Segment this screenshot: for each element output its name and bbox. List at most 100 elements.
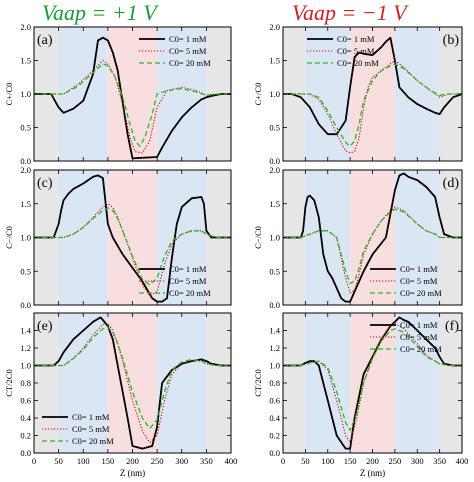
header-left-vaap-plus: Vaap = +1 V	[42, 0, 157, 25]
y-tick-label: 0.0	[269, 156, 280, 166]
legend-label: C0= 20 mM	[72, 436, 114, 446]
panel-tag: (c)	[37, 176, 53, 191]
region-band	[394, 313, 440, 453]
legend-label: C0= 1 mM	[337, 34, 375, 44]
legend: C0= 1 mM C0= 5 mM C0= 20 mM	[139, 264, 211, 298]
series-line	[34, 316, 231, 450]
region-band	[350, 313, 395, 453]
x-tick-label: 200	[366, 456, 379, 466]
legend-label: C0= 20 mM	[400, 344, 442, 354]
y-tick-label: 0.8	[20, 378, 31, 388]
legend: C0= 1 mM C0= 5 mM C0= 20 mM	[139, 34, 211, 68]
x-tick-label: 150	[102, 456, 115, 466]
series-line	[283, 36, 462, 136]
y-tick-label: 1.0	[269, 89, 280, 99]
y-axis-label: C+/C0	[4, 83, 14, 106]
y-tick-label: 0.0	[20, 448, 31, 458]
y-tick-label: 0.6	[269, 396, 280, 406]
y-tick-label: 0.5	[269, 123, 280, 133]
legend: C0= 1 mM C0= 5 mM C0= 20 mM	[42, 412, 114, 446]
legend-label: C0= 20 mM	[169, 58, 211, 68]
y-tick-label: 2.0	[20, 165, 31, 175]
y-tick-label: 2.0	[20, 22, 31, 32]
x-tick-label: 50	[54, 456, 63, 466]
y-axis-label: C+/C0	[253, 83, 263, 106]
panel-e: 0.0 0.2 0.4 0.6 0.8 1.0 1.2 1.4 0 50 100 150 200 250 3…	[4, 312, 238, 478]
y-tick-label: 1.4	[269, 326, 280, 336]
region-band	[58, 170, 108, 305]
series-line	[34, 63, 231, 147]
legend-label: C0= 5 mM	[72, 424, 110, 434]
legend-label: C0= 1 mM	[400, 264, 438, 274]
legend: C0= 1 mM C0= 5 mM C0= 20 mM	[307, 34, 379, 68]
x-tick-label: 350	[200, 456, 213, 466]
x-tick-label: 150	[344, 456, 357, 466]
x-tick-label: 200	[126, 456, 139, 466]
legend-label: C0= 5 mM	[400, 276, 438, 286]
x-tick-label: 0	[32, 456, 36, 466]
legend: C0= 1 mM C0= 5 mM C0= 20 mM	[370, 320, 442, 354]
y-tick-label: 2.0	[269, 22, 280, 32]
region-band	[283, 313, 306, 453]
region-band	[206, 313, 231, 453]
x-axis-label: Z (nm)	[360, 468, 385, 478]
region-band	[107, 170, 158, 305]
legend-label: C0= 20 mM	[337, 58, 379, 68]
x-tick-label: 300	[411, 456, 424, 466]
region-band	[350, 27, 395, 161]
x-tick-label: 250	[151, 456, 164, 466]
panel-tag: (d)	[443, 176, 460, 191]
x-tick-label: 100	[77, 456, 90, 466]
x-axis-label: Z (nm)	[120, 468, 145, 478]
region-band	[157, 170, 207, 305]
y-tick-label: 1.0	[269, 233, 280, 243]
region-band	[107, 313, 158, 453]
y-tick-label: 0.4	[269, 413, 280, 423]
y-tick-label: 0.2	[269, 431, 280, 441]
x-tick-label: 300	[175, 456, 188, 466]
y-tick-label: 0.0	[20, 156, 31, 166]
y-tick-label: 1.5	[269, 56, 280, 66]
legend-label: C0= 5 mM	[337, 46, 375, 56]
y-tick-label: 0.5	[269, 266, 280, 276]
panel-tag: (e)	[37, 319, 53, 334]
y-tick-label: 1.2	[269, 343, 280, 353]
legend-label: C0= 5 mM	[169, 276, 207, 286]
y-tick-label: 1.5	[20, 56, 31, 66]
series-line	[283, 322, 462, 444]
y-tick-label: 0.2	[20, 431, 31, 441]
y-axis-label: C−/C0	[4, 226, 14, 249]
y-tick-label: 1.0	[20, 361, 31, 371]
region-band	[157, 313, 207, 453]
region-band	[305, 313, 351, 453]
y-tick-label: 0.0	[269, 300, 280, 310]
y-tick-label: 1.2	[20, 343, 31, 353]
panel-f: 0.0 0.2 0.4 0.6 0.8 1.0 1.2 1.4 0 50 100 150 200 250 3…	[253, 312, 469, 478]
region-band	[305, 170, 351, 305]
region-band	[34, 313, 59, 453]
y-tick-label: 1.5	[269, 199, 280, 209]
x-tick-label: 100	[321, 456, 334, 466]
panel-tag: (a)	[37, 33, 53, 48]
y-tick-label: 0.4	[20, 413, 31, 423]
y-tick-label: 0.5	[20, 266, 31, 276]
y-tick-label: 1.0	[269, 361, 280, 371]
y-tick-label: 0.0	[269, 448, 280, 458]
x-tick-label: 250	[389, 456, 402, 466]
panel-tag: (b)	[443, 33, 460, 48]
legend-label: C0= 5 mM	[169, 46, 207, 56]
x-tick-label: 400	[456, 456, 469, 466]
x-tick-label: 0	[281, 456, 285, 466]
legend-label: C0= 1 mM	[169, 34, 207, 44]
x-tick-label: 400	[225, 456, 238, 466]
legend: C0= 1 mM C0= 5 mM C0= 20 mM	[370, 264, 442, 298]
legend-label: C0= 1 mM	[169, 264, 207, 274]
legend-label: C0= 20 mM	[400, 288, 442, 298]
region-band	[107, 27, 158, 161]
series-line	[283, 63, 462, 147]
y-tick-label: 0.6	[20, 396, 31, 406]
